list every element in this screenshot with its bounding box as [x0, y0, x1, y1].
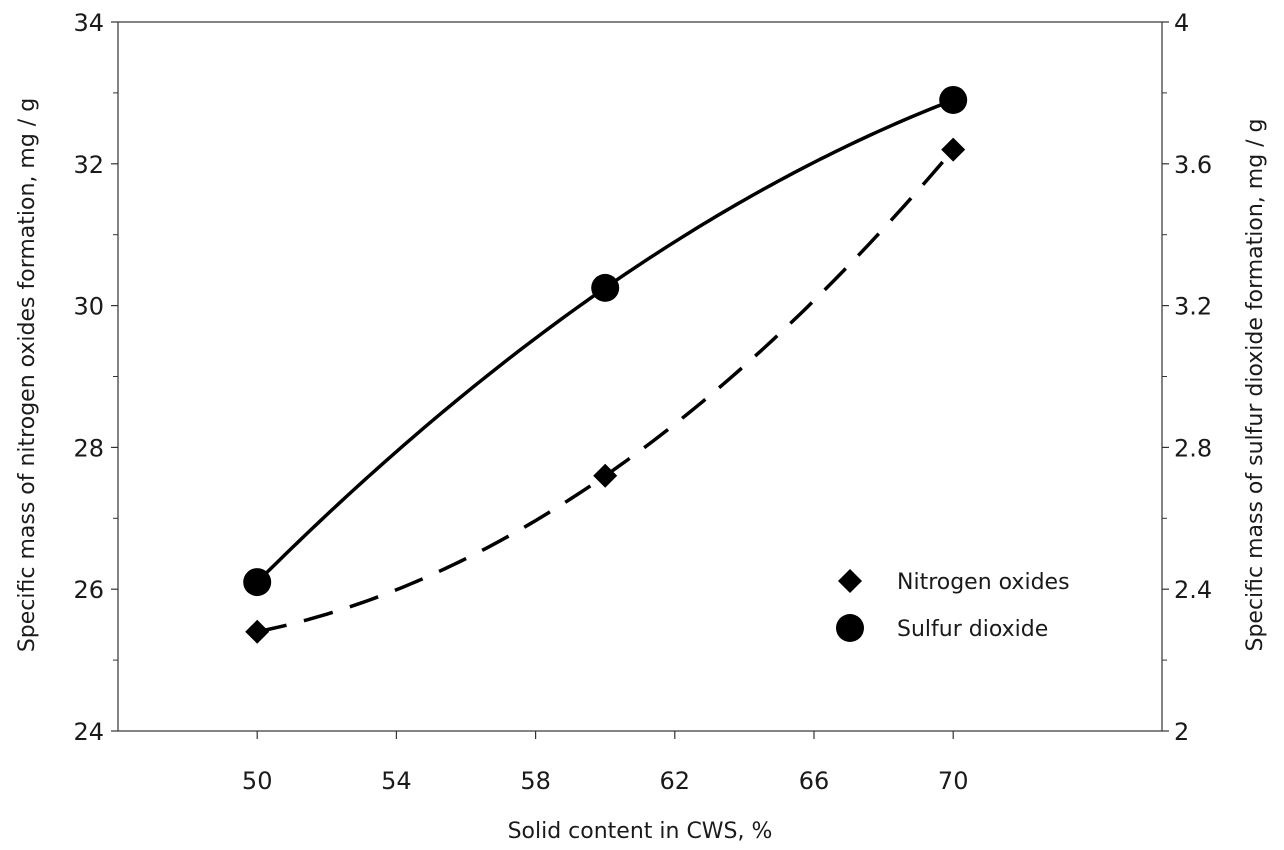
y-tick-label: 24: [73, 718, 104, 746]
series-lines: [255, 98, 955, 634]
nitrogen-oxides-point: [941, 137, 966, 162]
legend-marker-sulfur-dioxide: [836, 614, 864, 642]
legend: Nitrogen oxides Sulfur dioxide: [836, 569, 1070, 642]
nitrogen-oxides-point: [245, 619, 270, 644]
y-tick-label: 26: [73, 576, 104, 604]
series-markers: [243, 85, 968, 644]
y2-tick-label: 3.2: [1174, 293, 1212, 321]
series-line-nitrogen-oxides: [256, 148, 955, 634]
y-tick-label: 28: [73, 434, 104, 462]
x-tick-label: 62: [660, 767, 691, 795]
y-axis-left-title: Specific mass of nitrogen oxides formati…: [15, 98, 40, 652]
legend-marker-nitrogen-oxides: [838, 569, 862, 593]
legend-label: Sulfur dioxide: [897, 617, 1048, 642]
x-axis-ticks: 50 54 58 62 66 70: [242, 731, 969, 795]
x-tick-label: 70: [938, 767, 969, 795]
x-tick-label: 54: [381, 767, 412, 795]
y2-tick-label: 2.8: [1174, 434, 1212, 462]
series-line-sulfur-dioxide: [255, 98, 954, 584]
sulfur-dioxide-point: [939, 85, 968, 114]
nitrogen-oxides-point: [593, 463, 618, 488]
y-axis-left-ticks: 24 26 28 30 32 34: [73, 9, 118, 746]
x-tick-label: 66: [799, 767, 830, 795]
y2-tick-label: 2: [1174, 718, 1189, 746]
y-tick-label: 34: [73, 9, 104, 37]
sulfur-dioxide-point: [591, 273, 620, 302]
y-tick-label: 32: [73, 151, 104, 179]
legend-label: Nitrogen oxides: [897, 570, 1070, 595]
y-tick-label: 30: [73, 293, 104, 321]
y2-tick-label: 3.6: [1174, 151, 1212, 179]
x-tick-label: 50: [242, 767, 273, 795]
y-axis-right-ticks: 2 2.4 2.8 3.2 3.6 4: [1162, 9, 1212, 746]
y2-tick-label: 2.4: [1174, 576, 1212, 604]
y-axis-right-title: Specific mass of sulfur dioxide formatio…: [1243, 118, 1268, 651]
y2-tick-label: 4: [1174, 9, 1189, 37]
sulfur-dioxide-point: [243, 568, 272, 597]
x-axis-title: Solid content in CWS, %: [508, 819, 773, 844]
x-tick-label: 58: [520, 767, 551, 795]
